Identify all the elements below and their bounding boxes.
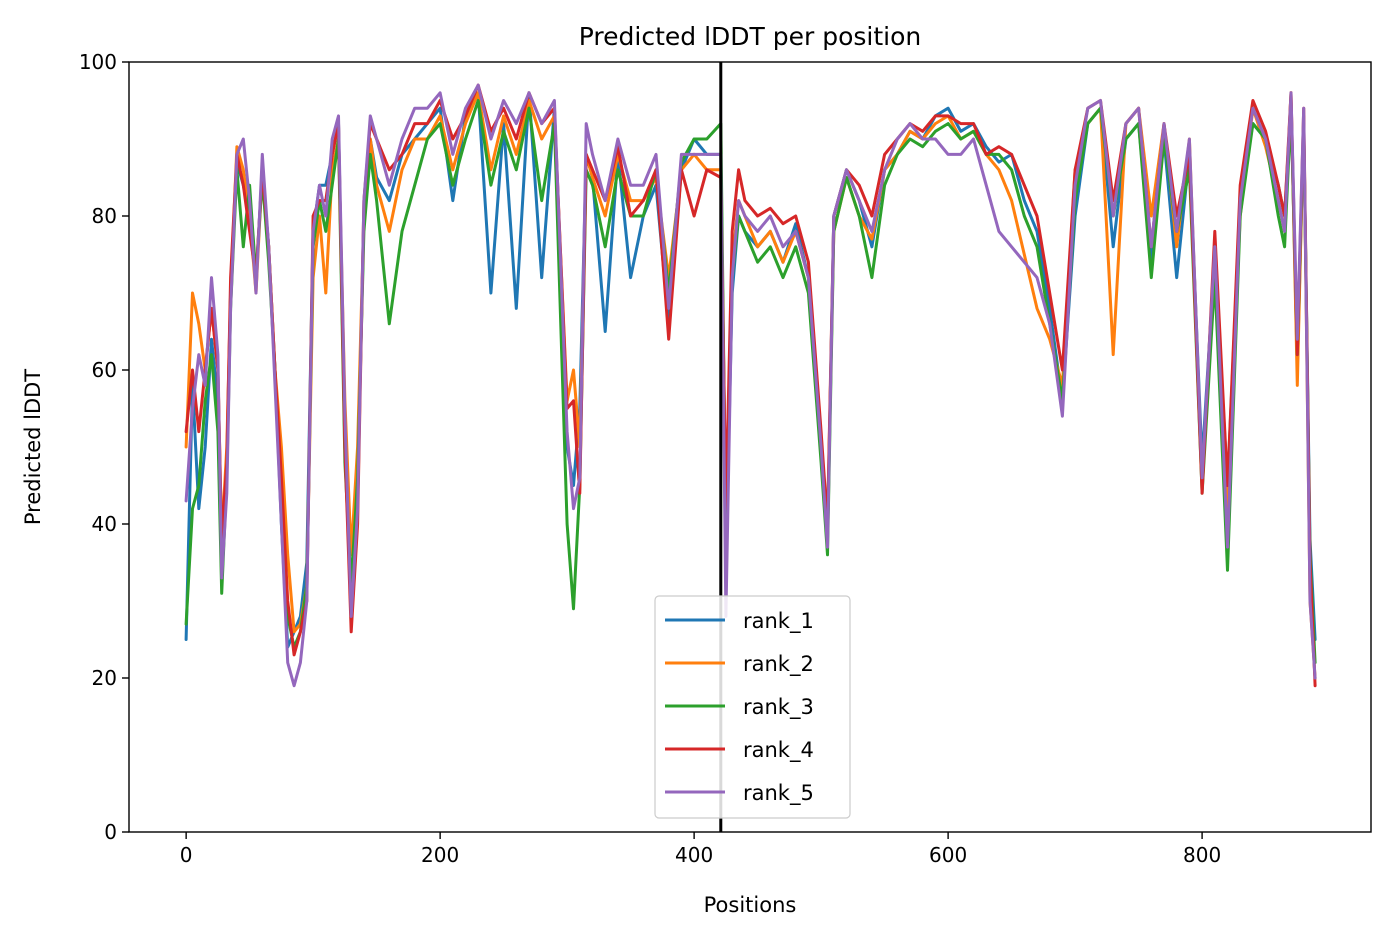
- x-tick-label: 200: [421, 843, 459, 867]
- series-layer: [184, 83, 1317, 688]
- legend-label: rank_4: [743, 738, 814, 763]
- x-axis-title: Positions: [704, 893, 797, 917]
- series-line-rank-5: [184, 83, 1317, 688]
- y-axis-title: Predicted lDDT: [21, 369, 45, 525]
- y-tick-label: 60: [92, 358, 117, 382]
- legend-label: rank_1: [743, 609, 814, 634]
- legend-label: rank_3: [743, 695, 814, 720]
- x-tick-label: 0: [180, 843, 193, 867]
- y-tick-label: 40: [92, 512, 117, 536]
- y-tick-label: 20: [92, 666, 117, 690]
- plot-frame: [128, 61, 1372, 833]
- x-tick-label: 600: [929, 843, 967, 867]
- series-line-rank-4: [184, 83, 1317, 688]
- x-axis: 0 200 400 600 800: [180, 832, 1221, 867]
- legend-label: rank_5: [743, 781, 814, 806]
- x-tick-label: 800: [1183, 843, 1221, 867]
- y-tick-label: 100: [79, 50, 117, 74]
- y-axis: 0 20 40 60 80 100: [79, 50, 129, 844]
- legend-label: rank_2: [743, 652, 814, 677]
- chart-title: Predicted lDDT per position: [579, 22, 921, 51]
- legend: rank_1 rank_2 rank_3 rank_4 rank_5: [654, 595, 851, 819]
- x-tick-label: 400: [675, 843, 713, 867]
- y-tick-label: 0: [104, 820, 117, 844]
- legend-box: [654, 595, 851, 819]
- y-tick-label: 80: [92, 204, 117, 228]
